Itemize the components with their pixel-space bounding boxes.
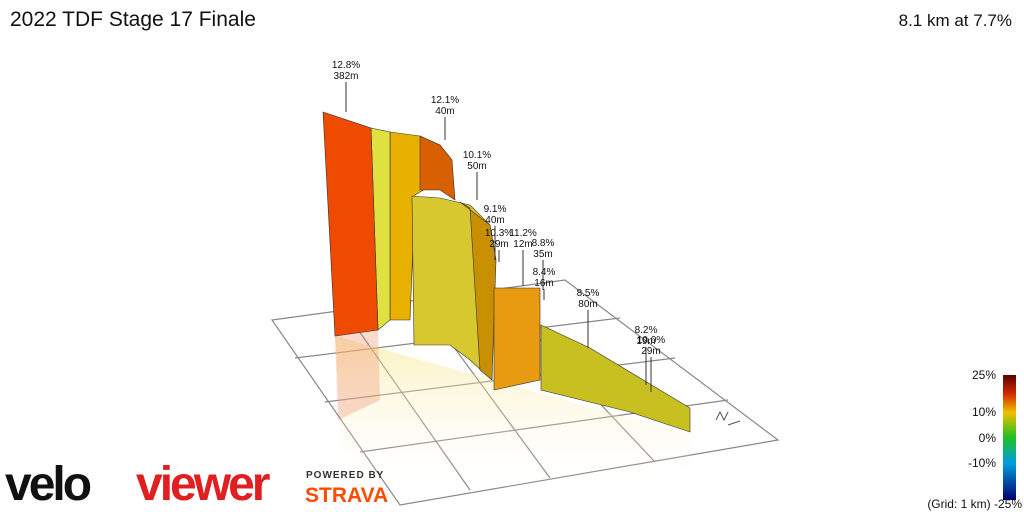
segment-grade: 10.3% (485, 228, 513, 239)
powered-by: POWERED BY (306, 470, 384, 481)
segment-length: 80m (578, 299, 597, 310)
title: 2022 TDF Stage 17 Finale (10, 8, 256, 31)
legend-label: -10% (968, 456, 996, 470)
segment-length: 16m (534, 278, 553, 289)
segment-length: 35m (533, 249, 552, 260)
segment-length: 29m (489, 239, 508, 250)
profile-wall (322, 111, 691, 433)
segment-grade: 10.1% (463, 150, 491, 161)
segment-grade: 10.0% (637, 335, 665, 346)
segment-length: 19m (636, 336, 655, 347)
segment-grade: 9.1% (484, 204, 507, 215)
segment-grade: 12.8% (332, 60, 360, 71)
color-bar (1003, 375, 1016, 500)
reflection (335, 336, 690, 500)
segment-length: 50m (467, 161, 486, 172)
compass (715, 410, 741, 426)
segment-length: 40m (435, 106, 454, 117)
segment-grade: 8.2% (635, 325, 658, 336)
segment-length: 382m (333, 71, 358, 82)
segment-grade: 8.4% (533, 267, 556, 278)
segment-grade: 8.5% (577, 288, 600, 299)
logo-viewer: viewer (136, 458, 270, 511)
segment-length: 40m (485, 215, 504, 226)
logo-velo: velo (5, 458, 91, 511)
segment-grade: 8.8% (532, 238, 555, 249)
segment-grade: 12.1% (431, 95, 459, 106)
reflection (335, 330, 380, 420)
segment-length: 29m (641, 346, 660, 357)
legend-label: 25% (972, 368, 996, 382)
summary: 8.1 km at 7.7% (899, 11, 1012, 30)
legend-note: (Grid: 1 km) -25% (927, 497, 1022, 511)
strava-logo: STRAVA (305, 484, 388, 507)
segment-grade: 11.2% (509, 228, 537, 239)
legend-label: 10% (972, 405, 996, 419)
legend-label: 0% (979, 431, 997, 445)
segment-length: 12m (513, 239, 532, 250)
